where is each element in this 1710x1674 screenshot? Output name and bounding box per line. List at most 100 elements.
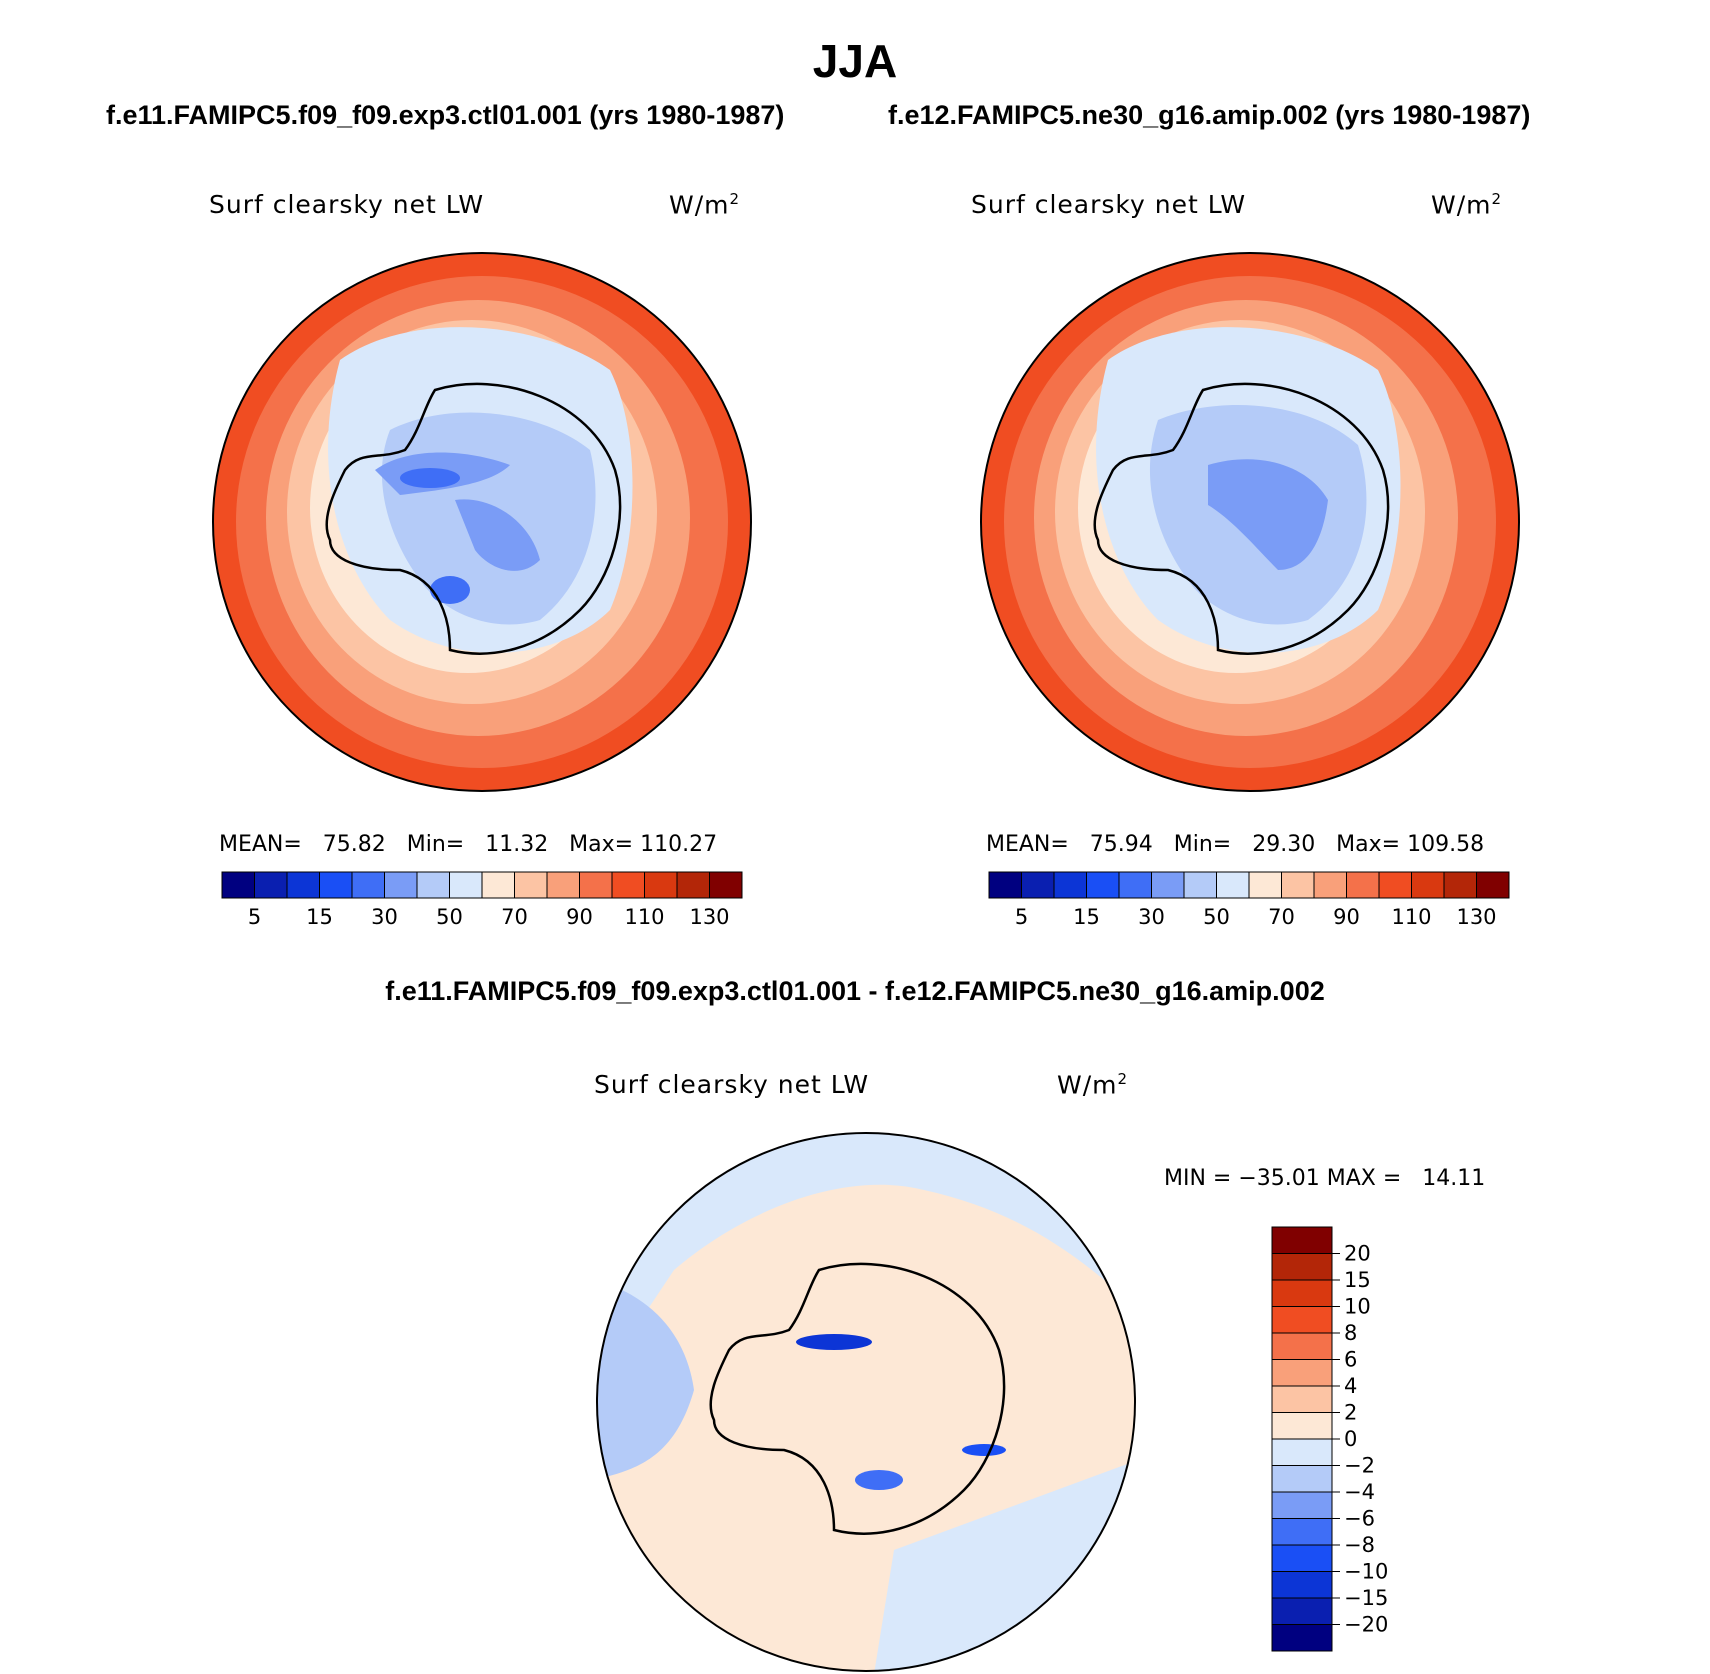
units-label-diff: W/m2 xyxy=(1057,1070,1129,1100)
region-40 xyxy=(1208,459,1328,570)
colorbar-diff-box-6 xyxy=(1271,1385,1333,1413)
colorbar-left-label: 50 xyxy=(436,905,463,929)
colorbar-diff-box-9 xyxy=(1271,1465,1333,1493)
colorbar-diff-label: 10 xyxy=(1344,1295,1371,1319)
colorbar-left-boxes: 5 15 30 50 70 90 110 130 xyxy=(221,871,743,929)
colorbar-right: 5 15 30 50 70 90 110 130 xyxy=(988,871,1510,929)
colorbar-diff-label: 8 xyxy=(1344,1321,1357,1345)
antarctica-coastline xyxy=(325,382,622,655)
colorbar-diff-box-13 xyxy=(1271,1571,1333,1599)
colorbar-right-label: 110 xyxy=(1391,905,1431,929)
colorbar-diff-box-12 xyxy=(1271,1544,1333,1572)
colorbar-right-box-2 xyxy=(1053,871,1087,899)
map-left xyxy=(212,252,752,792)
units-label-right: W/m2 xyxy=(1431,190,1503,220)
map-right xyxy=(980,252,1520,792)
colorbar-left-box-4 xyxy=(351,871,385,899)
colorbar-right-label: 5 xyxy=(1015,905,1028,929)
variable-label-right: Surf clearsky net LW xyxy=(971,190,1247,219)
colorbar-left-box-8 xyxy=(481,871,515,899)
map-boundary xyxy=(212,252,752,792)
units-label-left: W/m2 xyxy=(669,190,741,220)
region-40b xyxy=(455,499,540,571)
colorbar-left-box-15 xyxy=(709,871,743,899)
colorbar-left-label: 110 xyxy=(624,905,664,929)
colorbar-diff-box-1 xyxy=(1271,1253,1333,1281)
colorbar-right-box-14 xyxy=(1443,871,1477,899)
colorbar-right-boxes: 5 15 30 50 70 90 110 130 xyxy=(988,871,1510,929)
colorbar-right-box-1 xyxy=(1021,871,1055,899)
region-30b xyxy=(430,576,470,604)
figure-title: JJA xyxy=(812,35,898,87)
colorbar-left-box-10 xyxy=(546,871,580,899)
diff-neg-top xyxy=(597,1133,1135,1390)
colorbar-diff-label: 6 xyxy=(1344,1348,1357,1372)
colorbar-right-label: 90 xyxy=(1333,905,1360,929)
colorbar-diff-label: −15 xyxy=(1344,1586,1388,1610)
colorbar-left-box-2 xyxy=(286,871,320,899)
colorbar-right-box-12 xyxy=(1378,871,1412,899)
colorbar-left-box-13 xyxy=(644,871,678,899)
diff-title: f.e11.FAMIPC5.f09_f09.exp3.ctl01.001 - f… xyxy=(385,976,1325,1006)
colorbar-left-box-1 xyxy=(254,871,288,899)
colorbar-right-box-6 xyxy=(1183,871,1217,899)
colorbar-diff-label: 2 xyxy=(1344,1401,1357,1425)
stats-diff: MIN = −35.01 MAX = 14.11 xyxy=(1164,1166,1486,1191)
colorbar-left-label: 130 xyxy=(689,905,729,929)
colorbar-diff-label: 20 xyxy=(1344,1242,1371,1266)
colorbar-diff-label: 4 xyxy=(1344,1374,1357,1398)
colorbar-left-label: 30 xyxy=(371,905,398,929)
colorbar-diff-label: −10 xyxy=(1344,1560,1388,1584)
colorbar-right-box-4 xyxy=(1118,871,1152,899)
colorbar-left-label: 90 xyxy=(566,905,593,929)
case-title-right: f.e12.FAMIPC5.ne30_g16.amip.002 (yrs 198… xyxy=(888,100,1531,130)
colorbar-diff-box-3 xyxy=(1271,1306,1333,1334)
antarctica-coastline xyxy=(1093,382,1390,655)
colorbar-diff-box-11 xyxy=(1271,1518,1333,1546)
colorbar-left-box-5 xyxy=(384,871,418,899)
colorbar-left-label: 5 xyxy=(248,905,261,929)
stats-right: MEAN= 75.94 Min= 29.30 Max= 109.58 xyxy=(986,832,1485,857)
colorbar-left-box-9 xyxy=(514,871,548,899)
diff-neg-strong-b xyxy=(855,1470,903,1490)
diff-neg-strong xyxy=(796,1334,872,1350)
colorbar-right-label: 50 xyxy=(1203,905,1230,929)
colorbar-diff-box-7 xyxy=(1271,1412,1333,1440)
colorbar-left-box-11 xyxy=(579,871,613,899)
colorbar-diff-box-5 xyxy=(1271,1359,1333,1387)
antarctica-coastline xyxy=(709,1262,1006,1535)
colorbar-diff-box-2 xyxy=(1271,1279,1333,1307)
map-boundary xyxy=(980,252,1520,792)
colorbar-diff-box-4 xyxy=(1271,1332,1333,1360)
colorbar-right-box-10 xyxy=(1313,871,1347,899)
colorbar-left-box-7 xyxy=(449,871,483,899)
colorbar-right-box-9 xyxy=(1281,871,1315,899)
colorbar-left-label: 15 xyxy=(306,905,333,929)
colorbar-right-box-15 xyxy=(1476,871,1510,899)
variable-label-diff: Surf clearsky net LW xyxy=(594,1070,870,1099)
colorbar-diff-box-14 xyxy=(1271,1597,1333,1625)
colorbar-diff-label: −6 xyxy=(1344,1507,1375,1531)
region-30 xyxy=(400,468,460,488)
colorbar-right-label: 30 xyxy=(1138,905,1165,929)
colorbar-diff-label: −8 xyxy=(1344,1533,1375,1557)
colorbar-diff-box-8 xyxy=(1271,1438,1333,1466)
colorbar-left-box-6 xyxy=(416,871,450,899)
diff-neg-west xyxy=(597,1280,694,1480)
colorbar-left-box-14 xyxy=(676,871,710,899)
colorbar-right-box-8 xyxy=(1248,871,1282,899)
colorbar-diff-box-0 xyxy=(1271,1226,1333,1254)
colorbar-right-box-5 xyxy=(1151,871,1185,899)
colorbar-right-label: 15 xyxy=(1073,905,1100,929)
colorbar-diff-box-15 xyxy=(1271,1624,1333,1652)
colorbar-right-box-0 xyxy=(988,871,1022,899)
colorbar-diff-label: −4 xyxy=(1344,1480,1375,1504)
colorbar-left-box-3 xyxy=(319,871,353,899)
variable-label-left: Surf clearsky net LW xyxy=(209,190,485,219)
colorbar-diff-label: −20 xyxy=(1344,1613,1388,1637)
diff-neg-strong-c xyxy=(962,1444,1006,1456)
colorbar-left: 5 15 30 50 70 90 110 130 xyxy=(221,871,743,929)
